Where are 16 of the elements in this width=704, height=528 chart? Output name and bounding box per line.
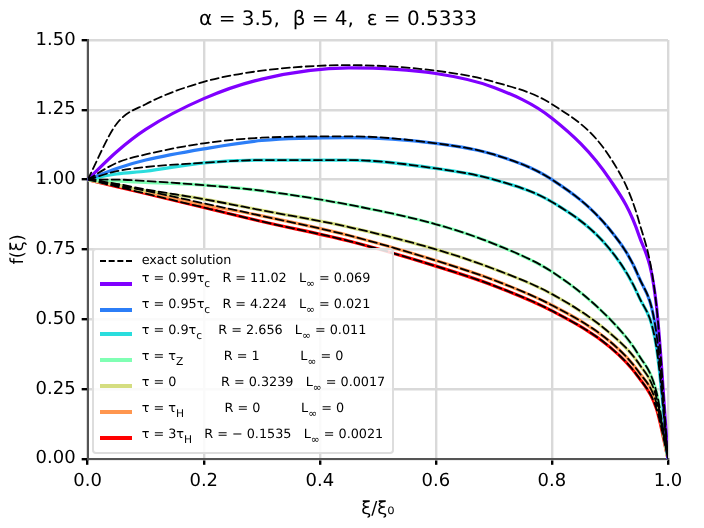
y-tick-label: 1.25 (35, 100, 76, 121)
x-tick-label: 1.0 (653, 472, 683, 493)
x-tick-label: 0.8 (537, 472, 567, 493)
y-tick-label: 1.00 (35, 170, 77, 191)
y-tick-label: 0.25 (35, 379, 76, 400)
x-tick-label: 0.0 (73, 472, 103, 493)
y-tick-label: 0.50 (35, 309, 77, 330)
y-tick-label: 1.50 (35, 30, 77, 51)
chart-title: α = 3.5, β = 4, ε = 0.5333 (199, 9, 477, 32)
y-tick-label: 0.00 (35, 449, 77, 470)
x-tick-label: 0.4 (305, 472, 335, 493)
y-axis-title: f(ξ) (9, 234, 30, 265)
y-tick-label: 0.75 (35, 240, 76, 261)
x-axis-title: ξ/ξ₀ (361, 499, 396, 520)
x-tick-label: 0.2 (189, 472, 219, 493)
x-tick-label: 0.6 (421, 472, 451, 493)
